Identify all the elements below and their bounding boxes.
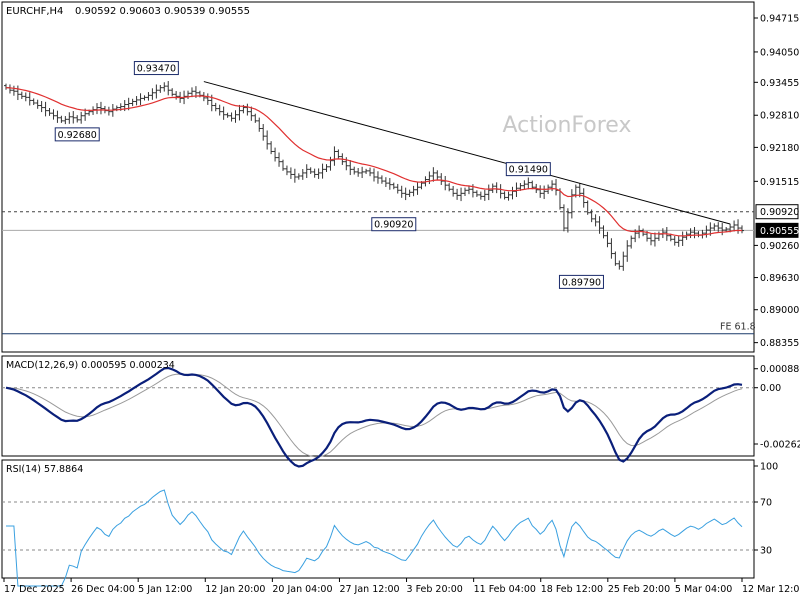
- rsi-line: [6, 489, 743, 587]
- price-label-box: [133, 61, 179, 76]
- ohlc-header: 0.90592 0.90603 0.90539 0.90555: [75, 6, 250, 17]
- price-label-box: [371, 217, 417, 232]
- price-label-box: [505, 162, 551, 177]
- price-tick-label: 0.93455: [760, 78, 799, 89]
- level-price-box-label: 0.90920: [760, 207, 799, 218]
- macd-tick-label: 0.00: [760, 383, 781, 394]
- time-tick-label: 12 Jan 20:00: [205, 584, 265, 595]
- macd-label: MACD(12,26,9) 0.000595 0.000234: [6, 360, 175, 371]
- price-tick-label: 0.89630: [760, 273, 799, 284]
- level-price-box-label: 0.90555: [760, 226, 799, 237]
- price-label-text: 0.93470: [137, 64, 176, 75]
- time-tick-label: 12 Mar 12:00: [742, 584, 800, 595]
- time-tick-label: 5 Mar 04:00: [675, 584, 732, 595]
- rsi-tick-label: 70: [760, 498, 772, 509]
- macd-panel: [2, 366, 754, 468]
- macd-tick-label: -0.002627: [760, 440, 800, 451]
- macd-line: [5, 366, 743, 468]
- rsi-label: RSI(14) 57.8864: [6, 464, 83, 475]
- time-tick-label: 18 Feb 12:00: [541, 584, 603, 595]
- price-tick-label: 0.88355: [760, 338, 799, 349]
- fe-level-label: FE 61.8: [720, 322, 756, 333]
- moving-average-line: [5, 87, 743, 237]
- price-label-text: 0.89790: [562, 277, 601, 288]
- time-tick-label: 20 Jan 04:00: [272, 584, 332, 595]
- price-label-box: [558, 274, 604, 289]
- price-panel: FE 61.8 0.93470 0.92680 0.91490 0.90920 0.897…: [2, 61, 756, 335]
- time-tick-label: 17 Dec 2025: [4, 584, 65, 595]
- watermark: ActionForex: [503, 113, 632, 138]
- price-tick-label: 0.89000: [760, 305, 799, 316]
- price-tick-label: 0.92810: [760, 111, 799, 122]
- price-label-text: 0.90920: [374, 220, 413, 231]
- price-label-box: [54, 127, 100, 142]
- time-tick-label: 3 Feb 20:00: [407, 584, 463, 595]
- rsi-tick-label: 100: [760, 462, 778, 473]
- price-tick-label: 0.90260: [760, 241, 799, 252]
- price-label-text: 0.91490: [509, 165, 548, 176]
- price-tick-label: 0.94715: [760, 13, 799, 24]
- macd-signal-line: [5, 373, 743, 458]
- rsi-panel: [2, 489, 754, 587]
- instrument-label: EURCHF,H4: [6, 6, 63, 17]
- level-price-box: [755, 222, 799, 238]
- rsi-tick-label: 30: [760, 546, 772, 557]
- price-tick-label: 0.94050: [760, 47, 799, 58]
- price-tick-label: 0.91515: [760, 177, 799, 188]
- time-tick-label: 27 Jan 12:00: [339, 584, 399, 595]
- macd-tick-label: 0.000886: [760, 364, 800, 375]
- price-tick-label: 0.92180: [760, 143, 799, 154]
- axes: 0.94715 0.94050 0.93455 0.92810 0.92180 0.915…: [3, 13, 800, 595]
- macd-panel-frame: [1, 355, 755, 457]
- price-label-text: 0.92680: [58, 130, 97, 141]
- time-tick-label: 26 Dec 04:00: [71, 584, 135, 595]
- level-price-box: [755, 204, 799, 220]
- time-tick-label: 5 Jan 12:00: [138, 584, 192, 595]
- time-tick-label: 11 Feb 04:00: [474, 584, 536, 595]
- rsi-panel-frame: [1, 459, 755, 579]
- trendline: [203, 81, 731, 225]
- time-tick-label: 25 Feb 20:00: [608, 584, 670, 595]
